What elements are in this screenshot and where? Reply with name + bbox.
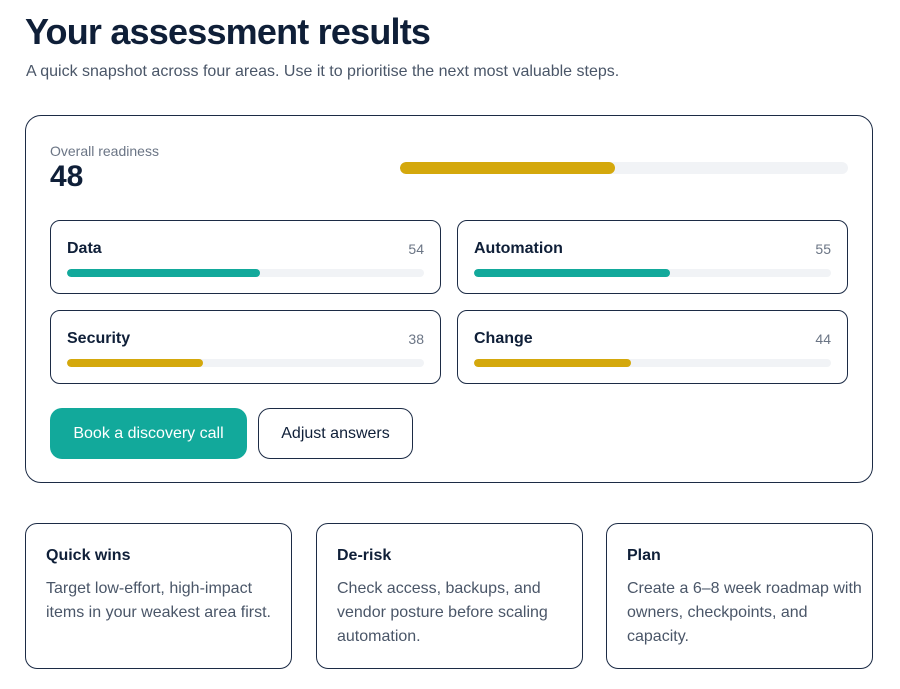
area-progress-track <box>67 359 424 367</box>
tip-card-de-risk: De-risk Check access, backups, and vendo… <box>316 523 583 669</box>
area-name: Security <box>67 330 131 347</box>
book-discovery-call-button[interactable]: Book a discovery call <box>50 408 247 459</box>
area-progress-fill <box>474 359 632 367</box>
results-card: Overall readiness 48 Data 54 Automation … <box>25 115 873 483</box>
adjust-answers-button[interactable]: Adjust answers <box>258 408 413 459</box>
page-subtitle: A quick snapshot across four areas. Use … <box>26 63 620 80</box>
tip-title: De-risk <box>337 547 392 564</box>
area-progress-track <box>474 269 831 277</box>
area-name: Automation <box>474 240 563 257</box>
area-score: 54 <box>408 241 424 257</box>
overall-progress-track <box>400 162 848 174</box>
area-name: Change <box>474 330 533 347</box>
tip-card-quick-wins: Quick wins Target low-effort, high-impac… <box>25 523 292 669</box>
tip-card-plan: Plan Create a 6–8 week roadmap with owne… <box>606 523 873 669</box>
area-name: Data <box>67 240 102 257</box>
page-title: Your assessment results <box>25 11 431 52</box>
area-card-data: Data 54 <box>50 220 441 294</box>
tip-body: Target low-effort, high-impact items in … <box>46 580 271 621</box>
area-score: 38 <box>408 331 424 347</box>
overall-readiness-label: Overall readiness <box>50 143 159 159</box>
area-progress-track <box>67 269 424 277</box>
area-progress-track <box>474 359 831 367</box>
overall-readiness-value: 48 <box>50 160 84 193</box>
tip-body: Create a 6–8 week roadmap with owners, c… <box>627 580 862 645</box>
tip-title: Plan <box>627 547 661 564</box>
area-card-automation: Automation 55 <box>457 220 848 294</box>
area-progress-fill <box>474 269 671 277</box>
area-score: 44 <box>815 331 831 347</box>
area-progress-fill <box>67 269 260 277</box>
area-card-change: Change 44 <box>457 310 848 384</box>
area-progress-fill <box>67 359 203 367</box>
overall-progress-fill <box>400 162 616 174</box>
area-card-security: Security 38 <box>50 310 441 384</box>
tip-body: Check access, backups, and vendor postur… <box>337 580 548 645</box>
tip-title: Quick wins <box>46 547 131 564</box>
area-score: 55 <box>815 241 831 257</box>
